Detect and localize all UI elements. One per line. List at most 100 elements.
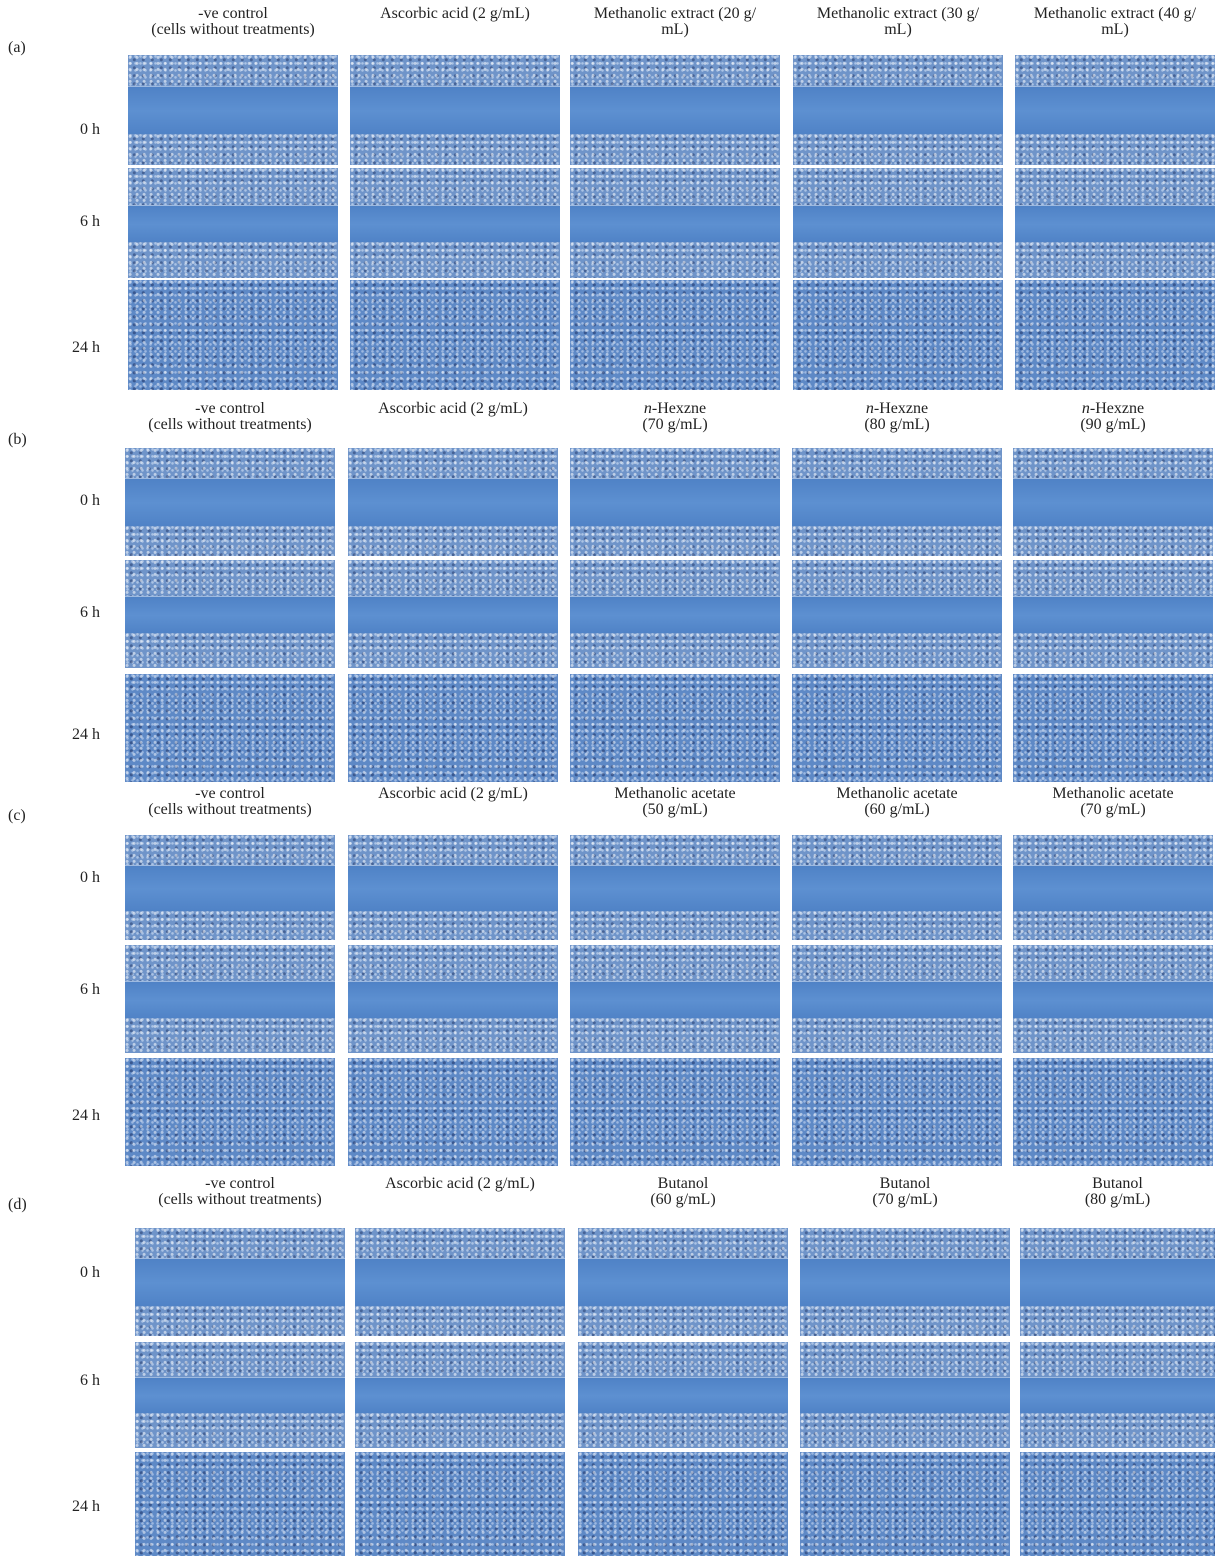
scratch-wound bbox=[125, 981, 335, 1020]
scratch-wound bbox=[570, 865, 780, 913]
scratch-wound bbox=[570, 205, 780, 244]
cell-layer-top bbox=[1015, 55, 1215, 86]
micrograph bbox=[128, 280, 338, 390]
scratch-wound bbox=[128, 205, 338, 244]
column-title-line: Butanol bbox=[1092, 1175, 1143, 1192]
column-title-line: Ascorbic acid (2 g/mL) bbox=[380, 5, 530, 22]
cell-layer-bottom bbox=[1020, 1306, 1215, 1336]
micrograph bbox=[348, 1058, 558, 1166]
cell-layer-bottom bbox=[135, 1306, 345, 1336]
scratch-wound bbox=[800, 1377, 1010, 1415]
cell-layer-top bbox=[128, 55, 338, 86]
cell-monolayer bbox=[570, 1058, 780, 1166]
cell-monolayer bbox=[792, 674, 1002, 782]
scratch-wound bbox=[1020, 1377, 1215, 1415]
column-title: n-Hexzne (70 g/mL) bbox=[566, 401, 784, 433]
micrograph bbox=[792, 560, 1002, 668]
cell-layer-bottom bbox=[348, 1018, 558, 1053]
cell-layer-bottom bbox=[125, 526, 335, 556]
scratch-wound bbox=[578, 1377, 788, 1415]
cell-layer-bottom bbox=[570, 633, 780, 668]
cell-layer-top bbox=[125, 945, 335, 981]
micrograph bbox=[1020, 1452, 1215, 1556]
column-title: Methanolic extract (20 g/mL) bbox=[566, 6, 784, 38]
cell-layer-bottom bbox=[348, 911, 558, 940]
micrograph bbox=[1020, 1228, 1215, 1336]
cell-layer-bottom bbox=[793, 134, 1003, 165]
cell-monolayer bbox=[800, 1452, 1010, 1556]
micrograph bbox=[578, 1342, 788, 1448]
scratch-wound bbox=[570, 86, 780, 136]
column-title-line: (50 g/mL) bbox=[642, 801, 708, 818]
cell-layer-top bbox=[355, 1228, 565, 1258]
cell-monolayer bbox=[135, 1452, 345, 1556]
cell-layer-top bbox=[1013, 835, 1213, 865]
scratch-wound bbox=[800, 1258, 1010, 1308]
cell-layer-top bbox=[355, 1342, 565, 1377]
cell-layer-bottom bbox=[1015, 242, 1215, 278]
time-label: 24 h bbox=[72, 1498, 100, 1515]
scratch-wound bbox=[570, 478, 780, 528]
micrograph bbox=[570, 674, 780, 782]
micrograph bbox=[1013, 674, 1213, 782]
micrograph bbox=[355, 1228, 565, 1336]
cell-layer-top bbox=[578, 1228, 788, 1258]
scratch-wound bbox=[348, 981, 558, 1020]
cell-monolayer bbox=[1013, 674, 1213, 782]
cell-monolayer bbox=[125, 674, 335, 782]
column-title-line: mL) bbox=[661, 21, 689, 38]
cell-layer-bottom bbox=[355, 1306, 565, 1336]
cell-layer-bottom bbox=[1013, 1018, 1213, 1053]
column-title: n-Hexzne (90 g/mL) bbox=[1004, 401, 1215, 433]
time-label: 0 h bbox=[80, 869, 100, 886]
cell-layer-bottom bbox=[350, 134, 560, 165]
scratch-wound bbox=[792, 981, 1002, 1020]
micrograph bbox=[570, 1058, 780, 1166]
micrograph bbox=[1013, 1058, 1213, 1166]
column-title-line: Butanol bbox=[657, 1175, 709, 1192]
cell-layer-bottom bbox=[348, 633, 558, 668]
column-title: -ve control (cells without treatments) bbox=[121, 786, 339, 818]
column-title: Ascorbic acid (2 g/mL) bbox=[344, 786, 562, 802]
column-title-line: (cells without treatments) bbox=[148, 416, 312, 433]
micrograph bbox=[1015, 55, 1215, 165]
column-title: Butanol (80 g/mL) bbox=[1009, 1176, 1215, 1208]
micrograph bbox=[348, 674, 558, 782]
cell-layer-top bbox=[125, 835, 335, 865]
column-title-line: (cells without treatments) bbox=[148, 801, 312, 818]
cell-layer-bottom bbox=[792, 633, 1002, 668]
micrograph bbox=[1013, 835, 1213, 940]
cell-layer-top bbox=[135, 1342, 345, 1377]
column-title-line: (70 g/mL) bbox=[1080, 801, 1146, 818]
cell-monolayer bbox=[1013, 1058, 1213, 1166]
cell-layer-top bbox=[570, 55, 780, 86]
scratch-wound bbox=[128, 86, 338, 136]
time-label: 6 h bbox=[80, 213, 100, 230]
time-label: 0 h bbox=[80, 492, 100, 509]
scratch-wound bbox=[125, 596, 335, 635]
cell-monolayer bbox=[570, 280, 780, 390]
column-title-line: -ve control bbox=[198, 5, 268, 22]
cell-layer-top bbox=[348, 560, 558, 596]
panel-label: (c) bbox=[8, 807, 26, 824]
scratch-wound bbox=[792, 478, 1002, 528]
scratch-wound bbox=[350, 205, 560, 244]
cell-layer-top bbox=[793, 168, 1003, 205]
time-label: 6 h bbox=[80, 981, 100, 998]
scratch-wound bbox=[135, 1377, 345, 1415]
column-title: -ve control (cells without treatments) bbox=[121, 401, 339, 433]
column-title: Methanolic acetate (70 g/mL) bbox=[1004, 786, 1215, 818]
scratch-wound bbox=[348, 865, 558, 913]
micrograph bbox=[793, 55, 1003, 165]
scratch-wound bbox=[1013, 478, 1213, 528]
micrograph bbox=[128, 55, 338, 165]
column-title-line: n-Hexzne bbox=[643, 400, 707, 417]
column-title: Methanolic acetate (50 g/mL) bbox=[566, 786, 784, 818]
cell-layer-bottom bbox=[125, 633, 335, 668]
scratch-wound bbox=[570, 596, 780, 635]
micrograph bbox=[792, 1058, 1002, 1166]
cell-layer-bottom bbox=[792, 526, 1002, 556]
cell-monolayer bbox=[348, 674, 558, 782]
cell-layer-top bbox=[350, 55, 560, 86]
cell-layer-top bbox=[348, 945, 558, 981]
